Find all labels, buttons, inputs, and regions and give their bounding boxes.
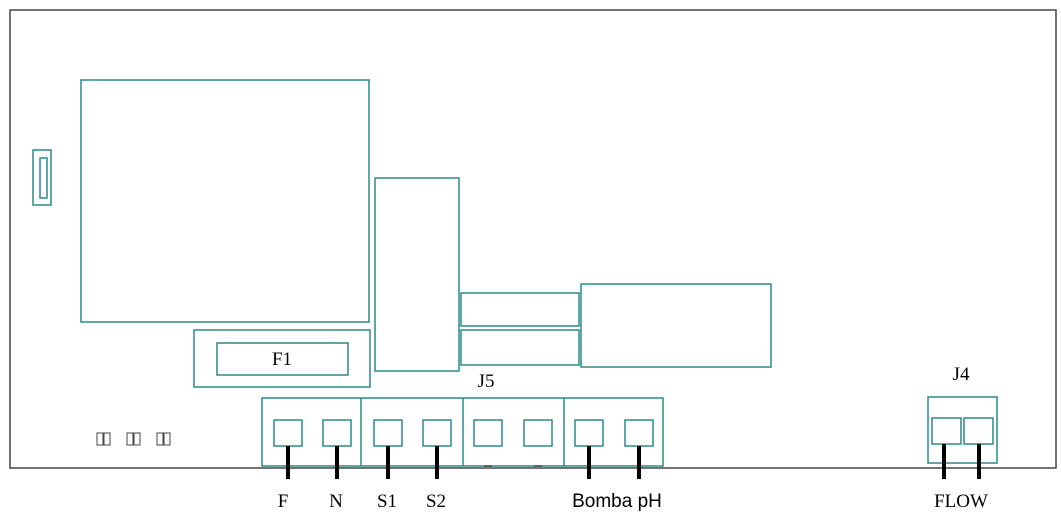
component-right-block — [580, 283, 772, 368]
pin-s1 — [373, 419, 403, 447]
terminal-label-n: N — [329, 491, 343, 512]
pin-s2 — [422, 419, 452, 447]
pin-f — [273, 419, 303, 447]
connector-j4 — [927, 396, 998, 464]
terminal-label-flow: FLOW — [934, 491, 988, 512]
led-1 — [96, 432, 111, 446]
component-lower-small — [460, 329, 580, 366]
pin-unused-1 — [473, 419, 503, 447]
pin-unused-2 — [523, 419, 553, 447]
terminal-label-f: F — [278, 491, 289, 512]
pin-flow-2 — [963, 417, 994, 445]
terminal-label-pump: Bomba pH — [572, 491, 662, 512]
fuse-holder-f1 — [193, 329, 371, 388]
board-outline — [9, 9, 1057, 469]
transformer-block — [80, 79, 370, 323]
side-switch-component — [32, 149, 52, 206]
relay-block — [374, 177, 460, 372]
led-2 — [126, 432, 141, 446]
pin-pump-2 — [624, 419, 654, 447]
pin-flow-1 — [931, 417, 962, 445]
pin-n — [322, 419, 352, 447]
connector-j4-housing — [927, 396, 998, 464]
connector-j5-wires — [286, 446, 641, 479]
connector-j5 — [261, 397, 664, 467]
terminal-label-s2: S2 — [426, 491, 446, 512]
fuse-label: F1 — [272, 349, 292, 370]
pin-pump-1 — [574, 419, 604, 447]
connector-j5-label: J5 — [478, 371, 495, 392]
connector-j4-label: J4 — [953, 364, 970, 385]
led-3 — [156, 432, 171, 446]
component-upper-small — [460, 292, 580, 327]
terminal-label-s1: S1 — [377, 491, 397, 512]
connector-j4-wires — [942, 444, 981, 479]
led-indicators — [96, 432, 171, 446]
